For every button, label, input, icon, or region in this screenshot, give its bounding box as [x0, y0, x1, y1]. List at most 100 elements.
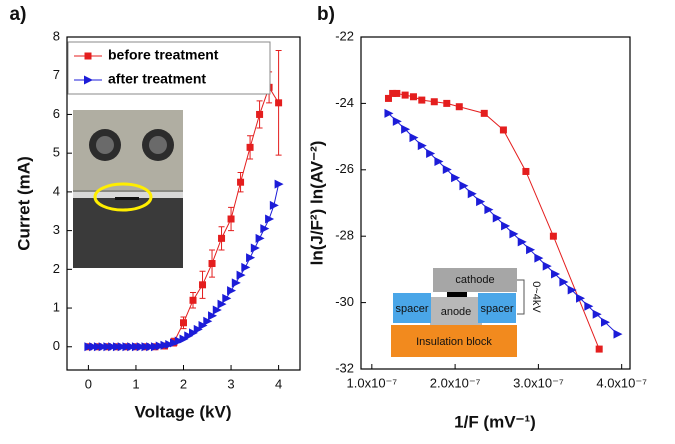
marker [551, 269, 561, 279]
series-line [388, 112, 618, 335]
marker [108, 342, 118, 352]
marker [401, 124, 411, 134]
marker [189, 328, 199, 338]
y-tick-label: 0 [53, 338, 60, 353]
marker [260, 224, 270, 234]
marker [443, 99, 451, 107]
marker [199, 281, 207, 289]
x-tick-label: 3.0x10⁻⁷ [513, 375, 564, 390]
marker [155, 341, 165, 351]
annotation: cathode [455, 274, 494, 286]
marker [534, 253, 544, 263]
marker [179, 334, 189, 344]
y-tick-label: -28 [335, 228, 354, 243]
marker [442, 164, 452, 174]
legend-marker [84, 75, 93, 85]
marker [93, 342, 103, 352]
marker [169, 338, 179, 348]
marker [484, 205, 494, 215]
y-axis-title: ln(J/F²) ln(AV⁻²) [307, 141, 326, 266]
x-tick-label: 0 [85, 376, 92, 391]
marker [274, 179, 284, 189]
marker [584, 301, 594, 311]
marker [160, 340, 170, 350]
marker [455, 103, 463, 111]
marker [256, 110, 264, 118]
marker [601, 317, 611, 327]
y-tick-label: -32 [335, 360, 354, 375]
marker [189, 296, 197, 304]
x-tick-label: 1.0x10⁻⁷ [347, 375, 398, 390]
y-tick-label: -26 [335, 161, 354, 176]
y-tick-label: -30 [335, 294, 354, 309]
marker [426, 149, 436, 159]
legend-box [67, 41, 271, 95]
marker [193, 324, 203, 334]
y-tick-label: -24 [335, 95, 354, 110]
marker [595, 345, 603, 353]
marker [389, 89, 397, 97]
marker [103, 342, 113, 352]
annotation: anode [441, 306, 472, 318]
marker [459, 181, 469, 191]
marker [430, 98, 438, 106]
legend-label: after treatment [108, 71, 206, 87]
marker [184, 331, 194, 341]
marker [217, 299, 227, 309]
panel-label: b) [317, 4, 335, 25]
marker [434, 157, 444, 166]
marker [567, 285, 577, 295]
marker [418, 96, 426, 104]
marker [517, 237, 527, 247]
marker [522, 167, 530, 175]
marker [467, 189, 477, 199]
x-tick-label: 2 [180, 376, 187, 391]
plot-frame [360, 36, 631, 370]
marker [250, 243, 260, 253]
marker [231, 278, 241, 288]
marker [208, 260, 216, 268]
marker [265, 214, 275, 224]
y-tick-label: 5 [53, 145, 60, 160]
marker [198, 320, 208, 330]
y-tick-label: 7 [53, 67, 60, 82]
marker [384, 94, 392, 102]
marker [499, 126, 507, 134]
marker [409, 93, 417, 101]
marker [576, 293, 586, 303]
marker [89, 342, 99, 352]
marker [509, 229, 519, 239]
marker [384, 108, 394, 118]
marker [237, 178, 245, 186]
marker [246, 143, 254, 151]
marker [112, 342, 122, 352]
marker [241, 262, 251, 272]
marker [227, 286, 237, 296]
marker [255, 233, 265, 243]
legend-marker [84, 52, 92, 60]
x-tick-label: 1 [132, 376, 139, 391]
marker [269, 200, 279, 210]
marker [208, 311, 218, 321]
marker [501, 221, 511, 231]
marker [227, 215, 235, 223]
marker [549, 232, 557, 240]
marker [122, 342, 132, 352]
marker [84, 342, 94, 352]
x-tick-label: 4 [275, 376, 282, 391]
annotation: Insulation block [416, 336, 492, 348]
marker [417, 141, 427, 151]
marker [136, 342, 146, 352]
annotation: 0~4kV [530, 281, 542, 313]
x-axis-title: 1/F (mV⁻¹) [454, 412, 536, 431]
y-axis-title: Curret (mA) [14, 156, 33, 250]
marker [203, 316, 213, 326]
marker [165, 339, 175, 349]
marker [401, 91, 409, 99]
x-tick-label: 2.0x10⁻⁷ [430, 375, 481, 390]
marker [131, 342, 141, 352]
marker [476, 197, 486, 207]
y-tick-label: 8 [53, 28, 60, 43]
photo-inset [73, 110, 183, 268]
marker [141, 342, 151, 352]
